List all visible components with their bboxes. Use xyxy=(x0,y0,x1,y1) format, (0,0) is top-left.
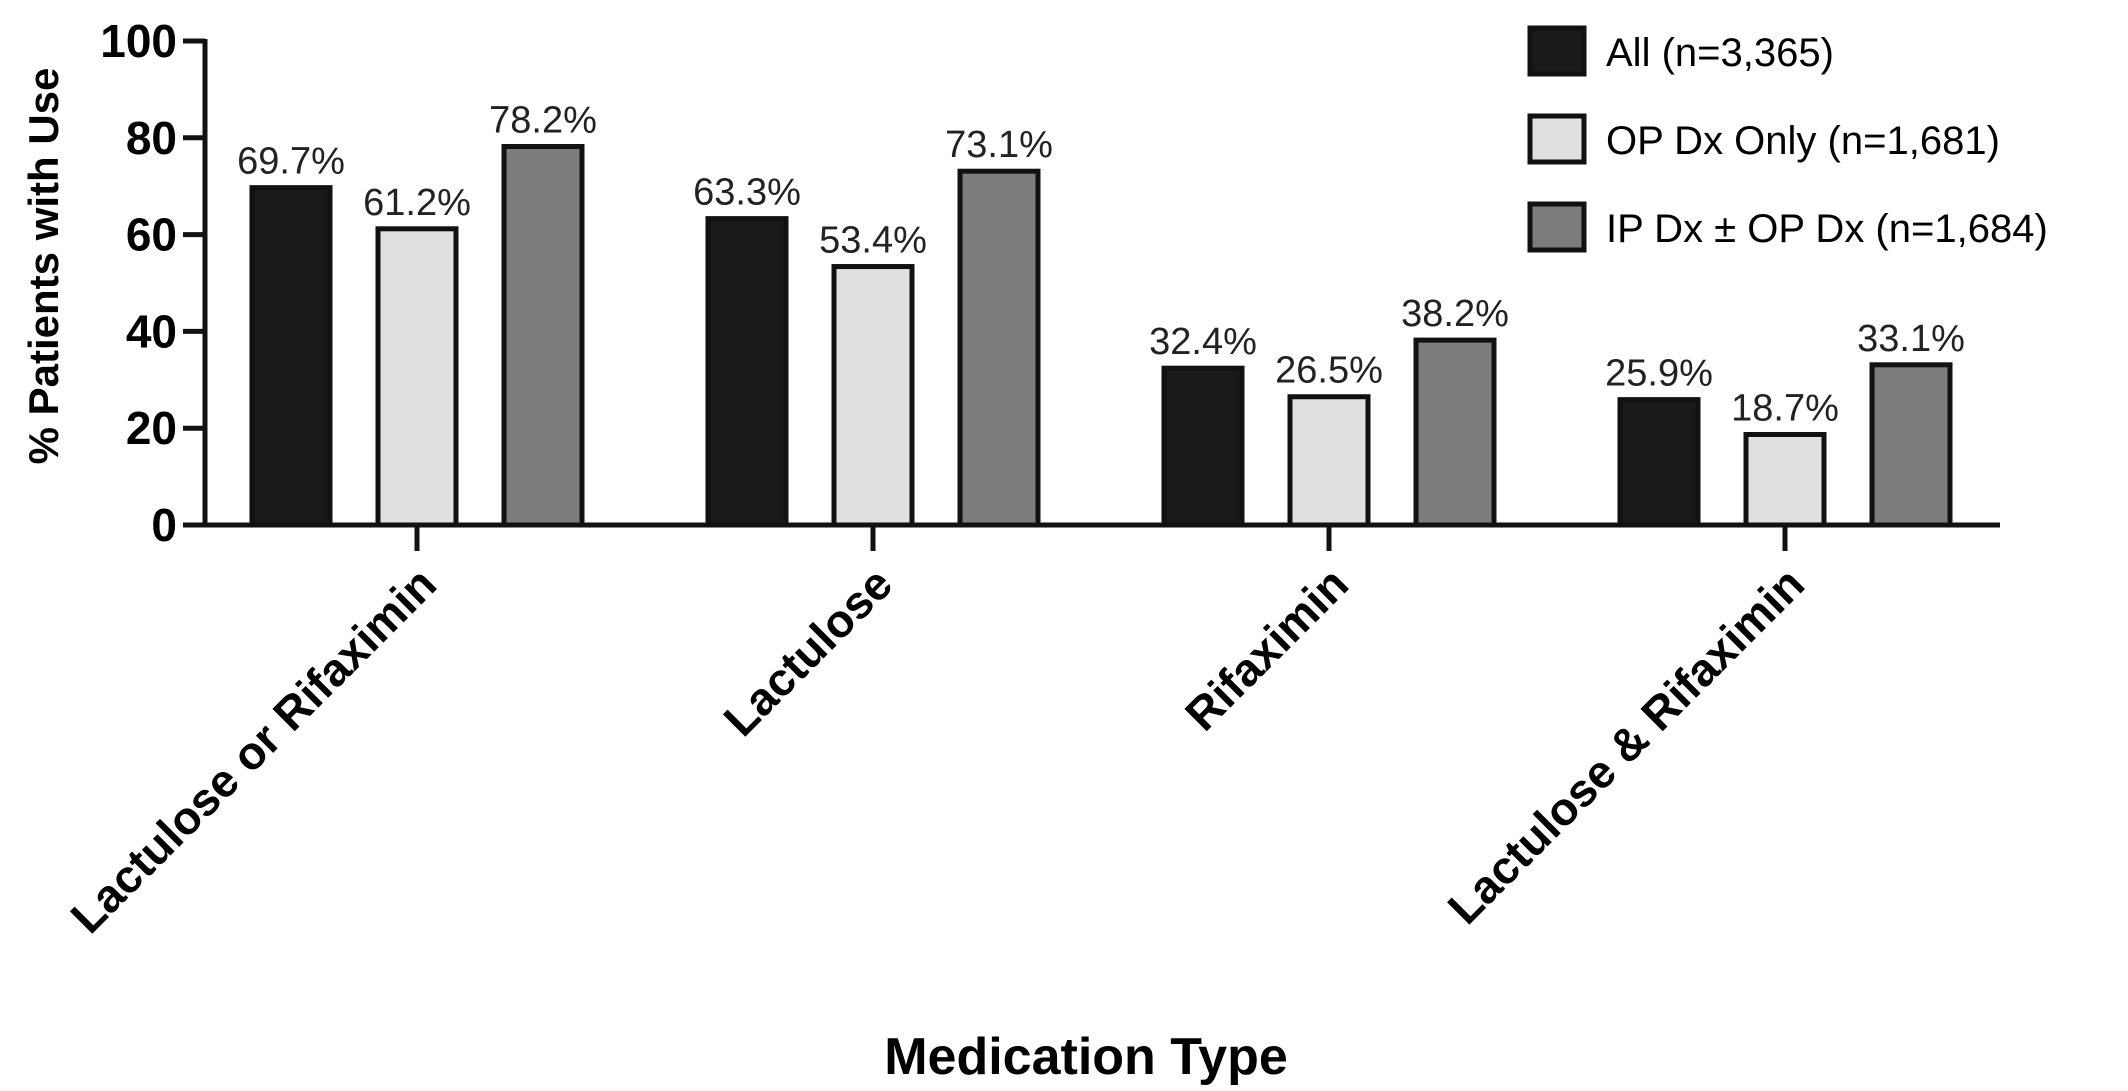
bar xyxy=(1617,397,1701,528)
bar xyxy=(831,264,915,528)
plot-area: 69.7% 63.3% 32.4% 25.9% 61.2% 53.4% 26.5% 18.7%… xyxy=(237,100,1965,528)
data-label: 61.2% xyxy=(363,182,471,224)
x-tick-label: Lactulose or Rifaximin xyxy=(60,557,446,943)
bar xyxy=(705,216,789,528)
y-axis: 0 20 40 60 80 100 xyxy=(100,15,208,551)
data-label: 32.4% xyxy=(1149,321,1257,363)
data-label: 25.9% xyxy=(1605,353,1713,395)
data-label: 73.1% xyxy=(945,124,1053,166)
y-tick-label: 60 xyxy=(126,209,177,261)
data-label: 26.5% xyxy=(1275,350,1383,392)
data-label: 63.3% xyxy=(693,172,801,214)
bar xyxy=(1869,362,1953,528)
legend-label: IP Dx ± OP Dx (n=1,684) xyxy=(1606,207,2048,251)
bar xyxy=(1161,365,1245,528)
data-label: 33.1% xyxy=(1857,318,1965,360)
legend-label: All (n=3,365) xyxy=(1606,31,1834,75)
y-tick-label: 100 xyxy=(100,15,177,67)
bar xyxy=(249,185,333,528)
data-label: 69.7% xyxy=(237,141,345,183)
x-axis: Lactulose or Rifaximin Lactulose Rifaximin… xyxy=(60,522,2000,943)
legend-label: OP Dx Only (n=1,681) xyxy=(1606,119,2000,163)
y-axis-title: % Patients with Use xyxy=(20,68,67,465)
bar xyxy=(501,144,585,528)
legend: All (n=3,365) OP Dx Only (n=1,681) IP Dx ±… xyxy=(1527,25,2048,253)
bar xyxy=(375,226,459,528)
data-label: 38.2% xyxy=(1401,293,1509,335)
x-tick-label: Lactulose & Rifaximin xyxy=(1437,557,1814,934)
y-tick-label: 80 xyxy=(126,112,177,164)
x-axis-title: Medication Type xyxy=(884,1028,1288,1086)
bar xyxy=(957,168,1041,528)
x-tick-label: Rifaximin xyxy=(1175,557,1358,740)
legend-swatch xyxy=(1527,113,1587,165)
legend-swatch xyxy=(1527,25,1587,77)
bar xyxy=(1413,337,1497,528)
x-tick-label: Lactulose xyxy=(713,557,902,746)
data-label: 78.2% xyxy=(489,100,597,142)
legend-swatch xyxy=(1527,201,1587,253)
bar xyxy=(1287,394,1371,528)
y-tick-label: 0 xyxy=(151,499,177,551)
y-tick-label: 20 xyxy=(126,402,177,454)
bar xyxy=(1743,431,1827,528)
y-tick-label: 40 xyxy=(126,305,177,357)
data-label: 53.4% xyxy=(819,220,927,262)
data-label: 18.7% xyxy=(1731,387,1839,429)
